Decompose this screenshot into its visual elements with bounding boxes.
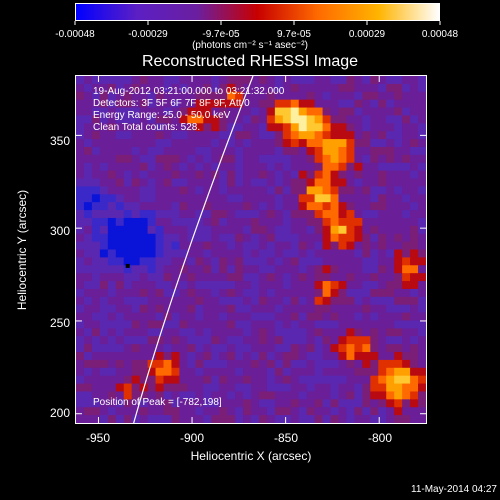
time-range-label: 19-Aug-2012 03:21:00.000 to 03:21:32.000	[93, 86, 285, 97]
colorbar-tick-label: -9.7e-05	[202, 29, 240, 40]
colorbar-tick-label: 9.7e-05	[277, 29, 311, 40]
colorbar-tick-label: -0.00048	[55, 29, 95, 40]
colorbar-tick-label: -0.00029	[128, 29, 168, 40]
y-tick-label: 300	[49, 224, 70, 238]
clean-counts-label: Clean Total counts: 528.	[93, 122, 201, 133]
rhessi-image	[76, 76, 426, 423]
colorbar-tick-label: 0.00048	[421, 29, 459, 40]
x-tick-label: -800	[367, 431, 393, 445]
x-tick-label: -900	[179, 431, 205, 445]
y-tick-label: 200	[49, 406, 70, 420]
x-tick-label: -850	[273, 431, 299, 445]
x-tick-label: -950	[85, 431, 111, 445]
detectors-label: Detectors: 3F 5F 6F 7F 8F 9F, Att 0	[93, 98, 250, 109]
x-axis-label: Heliocentric X (arcsec)	[190, 449, 312, 463]
energy-range-label: Energy Range: 25.0 - 50.0 keV	[93, 110, 231, 121]
solar-limb	[133, 76, 254, 423]
colorbar-tick-label: 0.00029	[348, 29, 386, 40]
colorbar-ticks	[74, 21, 441, 25]
peak-position-label: Position of Peak = [-782,198]	[93, 397, 222, 408]
y-tick-label: 250	[49, 316, 70, 330]
colorbar-unit: (photons cm⁻² s⁻¹ asec⁻²)	[192, 40, 308, 51]
colorbar	[75, 3, 440, 21]
y-axis-label: Heliocentric Y (arcsec)	[15, 189, 29, 311]
creation-date: 11-May-2014 04:27	[411, 484, 497, 495]
image-title: Reconstructed RHESSI Image	[141, 53, 359, 70]
y-tick-label: 350	[49, 134, 70, 148]
peak-marker	[125, 263, 130, 268]
plot-area	[75, 75, 427, 424]
